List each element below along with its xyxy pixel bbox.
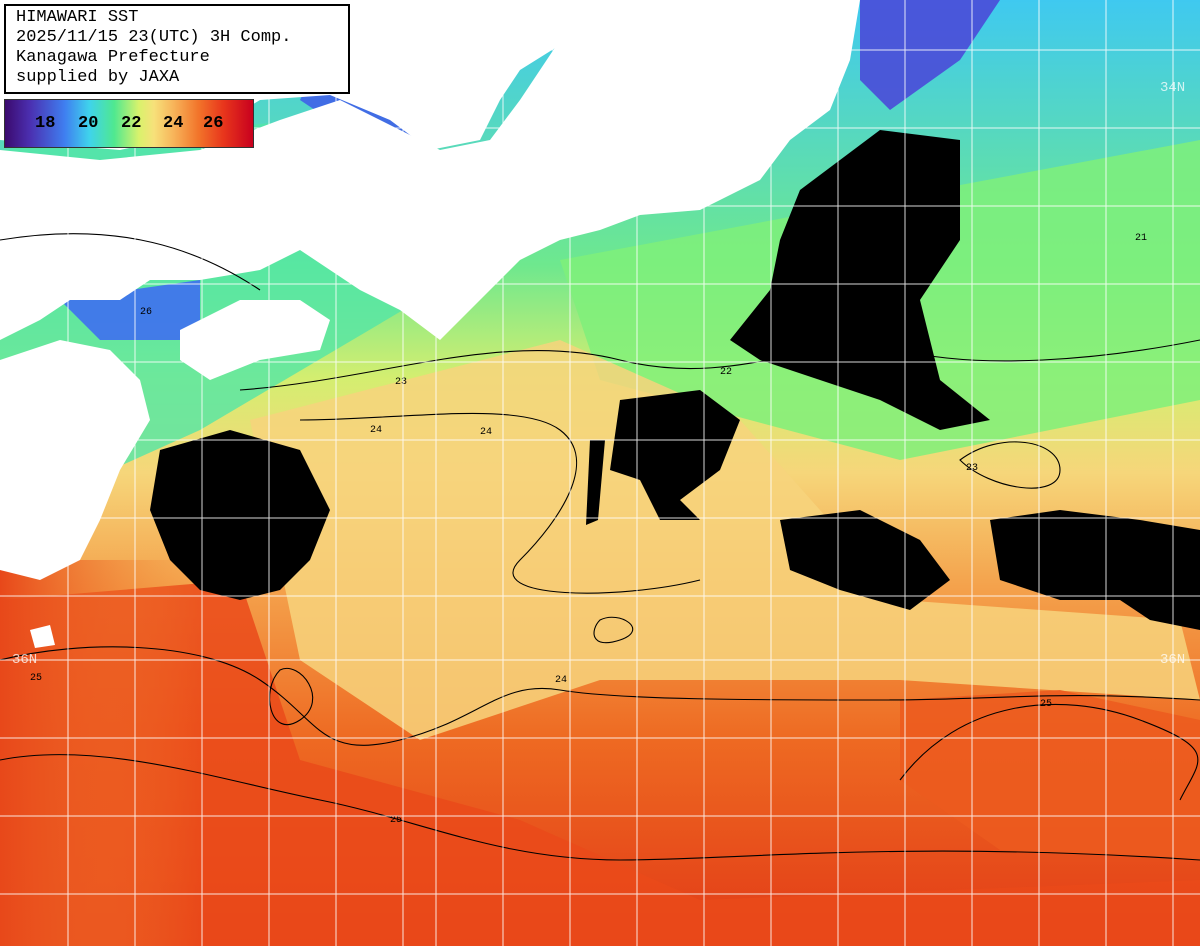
contour-line <box>0 233 261 291</box>
contour-label: 24 <box>370 425 382 436</box>
cloud-center <box>610 390 740 520</box>
contour-label: 25 <box>1040 699 1052 710</box>
contour-label: 25 <box>390 815 402 826</box>
contour-line <box>0 646 1200 746</box>
contour-label: 22 <box>720 367 732 378</box>
sea-hot-southeast <box>900 690 1200 860</box>
timestamp-line: 2025/11/15 23(UTC) 3H Comp. <box>16 28 292 47</box>
title-box: HIMAWARI SST 2025/11/15 23(UTC) 3H Comp.… <box>4 4 350 94</box>
lon-label-136e: 136E <box>480 2 496 36</box>
cloud-streak <box>586 440 605 525</box>
lat-label-36n-left: 36N <box>12 652 38 668</box>
contour-loop <box>269 667 314 726</box>
lat-label-36n-right: 36N <box>1160 652 1186 668</box>
contour-loop <box>593 616 634 644</box>
cloud-east-1 <box>780 510 950 610</box>
island-1 <box>430 200 480 240</box>
legend-tick: 26 <box>203 114 224 133</box>
contour-label: 24 <box>480 427 492 438</box>
landmass-peninsula-west <box>0 340 150 580</box>
cloud-east-2 <box>990 510 1200 630</box>
contour-loop <box>959 441 1061 489</box>
island-2 <box>30 625 55 648</box>
credit-line: supplied by JAXA <box>16 68 180 87</box>
title-line: HIMAWARI SST <box>16 8 139 27</box>
cloud-west <box>150 430 330 600</box>
sea-hot-south <box>0 580 1200 946</box>
contour-label: 23 <box>395 377 407 388</box>
contour-line <box>0 754 1200 861</box>
contour-label: 24 <box>555 675 567 686</box>
legend-tick: 18 <box>35 114 56 133</box>
contour-label: 25 <box>30 673 42 684</box>
contour-line <box>899 703 1199 801</box>
bay-cold-2 <box>860 0 1000 110</box>
legend-tick: 24 <box>163 114 184 133</box>
landmass-main <box>0 0 860 340</box>
legend-tick: 20 <box>78 114 99 133</box>
sea-hot-west <box>0 560 200 946</box>
lat-label-34n-right: 34N <box>1160 80 1186 96</box>
contour-label: 26 <box>140 307 152 318</box>
color-scale-legend: 18 20 22 24 26 <box>4 99 254 148</box>
contour-label: 21 <box>1135 233 1147 244</box>
region-line: Kanagawa Prefecture <box>16 48 210 67</box>
lat-label-35n: 35N <box>6 372 32 388</box>
landmass-peninsula-mid <box>180 300 330 380</box>
legend-tick: 22 <box>121 114 142 133</box>
